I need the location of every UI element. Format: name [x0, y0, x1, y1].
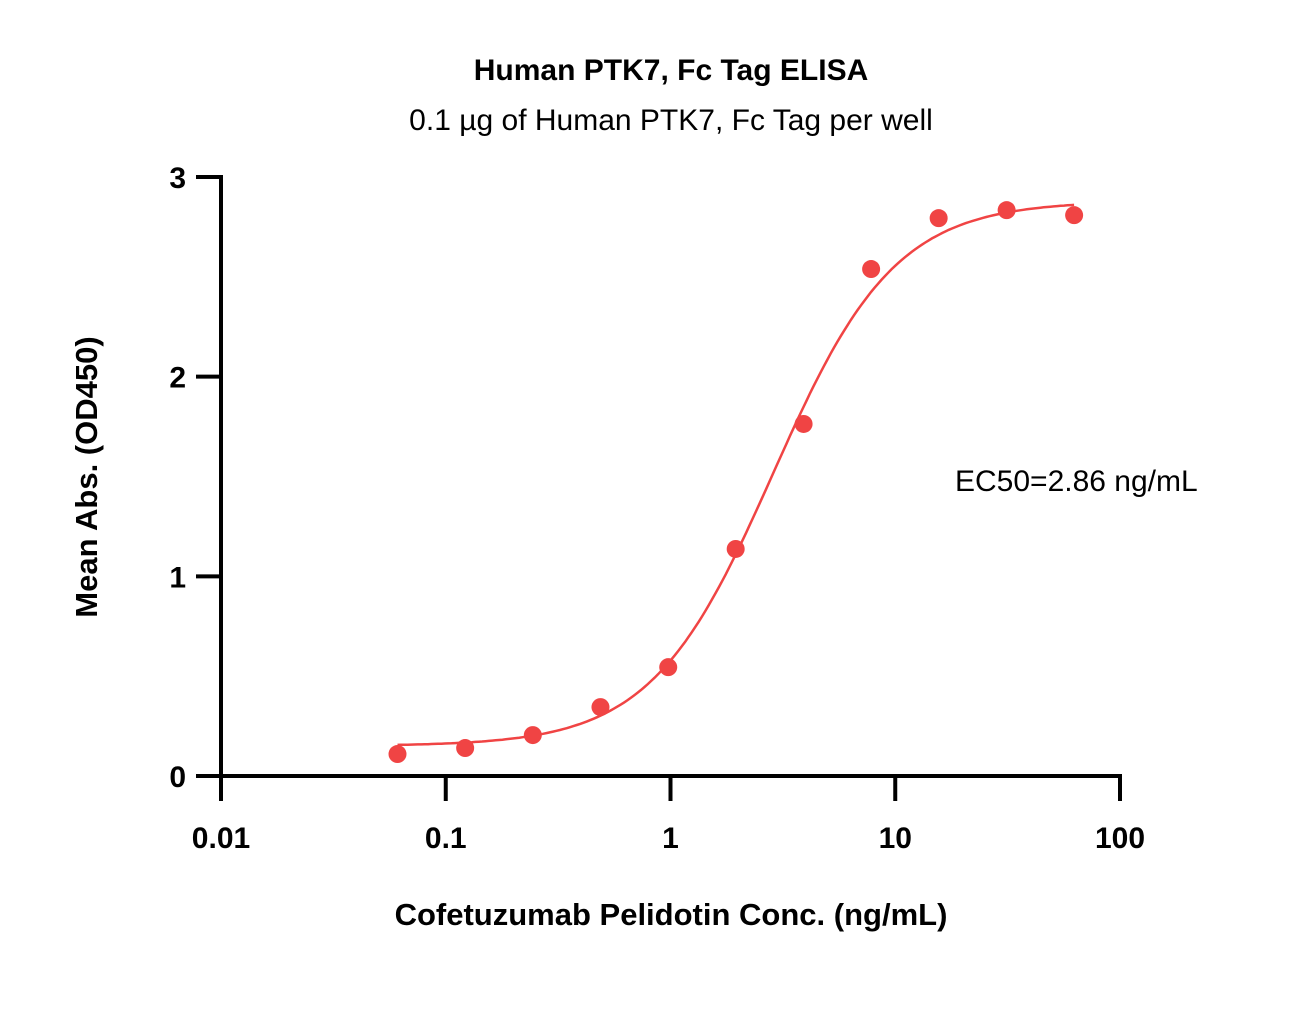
data-point	[523, 726, 542, 745]
axes: 0 1 2 3 0.01 0.1 1 10 100	[169, 162, 1145, 855]
chart-title: Human PTK7, Fc Tag ELISA	[474, 54, 869, 87]
data-point	[591, 698, 610, 717]
y-tick-label: 3	[169, 162, 186, 195]
x-tick-label: 10	[879, 822, 912, 855]
x-axis-label: Cofetuzumab Pelidotin Conc. (ng/mL)	[395, 897, 948, 932]
y-tick-label: 1	[169, 561, 186, 594]
data-point	[726, 539, 745, 558]
data-point	[862, 260, 881, 279]
x-tick-label: 100	[1095, 822, 1145, 855]
data-point	[929, 209, 948, 228]
y-axis-label: Mean Abs. (OD450)	[69, 336, 104, 617]
ec50-annotation: EC50=2.86 ng/mL	[955, 465, 1198, 498]
x-tick-label: 0.01	[192, 822, 250, 855]
x-tick-label: 0.1	[425, 822, 467, 855]
data-point	[659, 658, 678, 677]
chart-subtitle: 0.1 µg of Human PTK7, Fc Tag per well	[409, 104, 933, 137]
data-point	[388, 745, 407, 764]
y-tick-label: 2	[169, 362, 186, 395]
data-point	[997, 201, 1016, 220]
data-point	[1065, 206, 1084, 225]
data-points	[388, 201, 1084, 764]
data-point	[456, 739, 475, 758]
x-tick-label: 1	[662, 822, 679, 855]
data-point	[794, 414, 813, 433]
y-tick-label: 0	[169, 761, 186, 794]
